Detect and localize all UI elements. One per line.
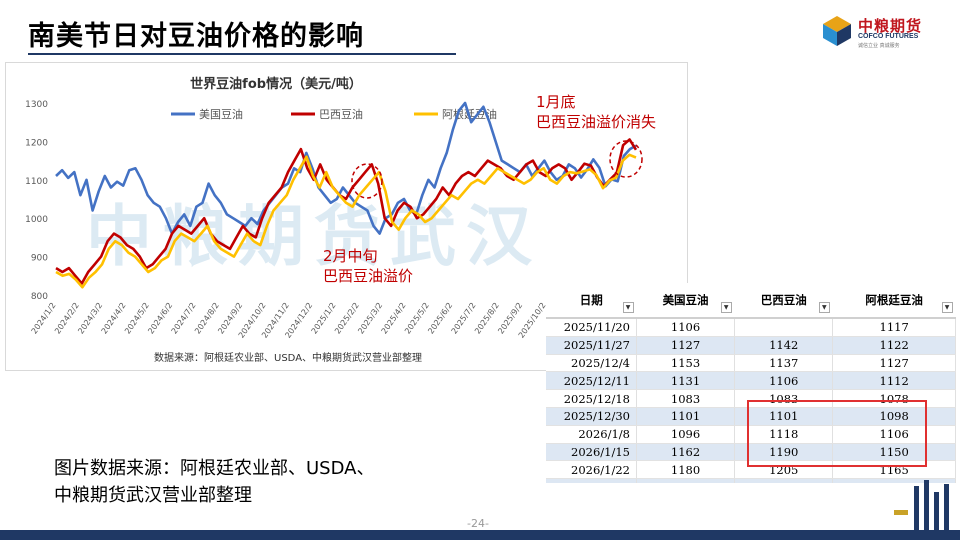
table-cell: 2026/1/15 (546, 443, 637, 462)
table-cell: 1101 (734, 407, 834, 426)
table-cell: 2025/12/4 (546, 354, 637, 373)
table-row: 2025/12/18 1083 1083 1078 (546, 389, 956, 408)
header-us-oil[interactable]: 美国豆油 ▼ (636, 283, 735, 319)
legend-label: 巴西豆油 (319, 107, 363, 121)
filter-dropdown-icon[interactable]: ▼ (622, 302, 634, 313)
chart-source: 数据来源：阿根廷农业部、USDA、中粮期货武汉营业部整理 (154, 351, 422, 364)
table-cell: 1162 (636, 443, 736, 462)
table-cell: 2025/12/11 (546, 371, 637, 391)
cofco-logo-icon (823, 16, 851, 46)
table-cell: 1112 (832, 371, 956, 391)
price-table-container: 日期 ▼ 美国豆油 ▼ 巴西豆油 ▼ 阿根廷豆油 ▼ 2025/11/20 1106 111… (546, 283, 960, 483)
price-table: 日期 ▼ 美国豆油 ▼ 巴西豆油 ▼ 阿根廷豆油 ▼ 2025/11/20 1106 111… (546, 283, 956, 483)
table-cell: 1083 (636, 389, 736, 408)
table-cell: 1158 (832, 478, 956, 483)
annotation-circle-jan (609, 140, 643, 178)
table-cell: 2026/1/8 (546, 425, 637, 444)
annotation-jan-line1: 1月底 (536, 93, 576, 111)
annotation-circle-feb (351, 163, 383, 199)
table-cell: 1127 (832, 354, 956, 373)
annotation-feb-line1: 2月中旬 (323, 247, 378, 265)
table-row: 2026/1/29118911781158 (546, 478, 956, 483)
y-tick-label: 1300 (25, 100, 48, 110)
page-title: 南美节日对豆油价格的影响 (28, 21, 364, 52)
table-cell: 1118 (734, 425, 834, 444)
filter-dropdown-icon[interactable]: ▼ (941, 302, 953, 313)
table-body: 2025/11/20 1106 1117 2025/11/27 1127 1142 1122… (546, 318, 956, 483)
table-header-row: 日期 ▼ 美国豆油 ▼ 巴西豆油 ▼ 阿根廷豆油 ▼ (546, 283, 956, 319)
table-cell: 2026/1/22 (546, 460, 637, 480)
table-cell: 1117 (832, 318, 956, 337)
table-cell: 1131 (636, 371, 736, 391)
table-cell: 2025/12/30 (546, 407, 637, 426)
filter-dropdown-icon[interactable]: ▼ (818, 302, 830, 313)
table-cell: 1096 (636, 425, 736, 444)
chart-title: 世界豆油fob情况（美元/吨） (190, 76, 362, 92)
page-number: -24- (467, 517, 489, 530)
y-tick-label: 800 (31, 292, 48, 302)
table-cell: 1137 (734, 354, 834, 373)
table-cell: 1106 (636, 318, 736, 337)
legend-label: 美国豆油 (199, 107, 243, 121)
table-row: 2025/12/11 1131 1106 1112 (546, 371, 956, 391)
table-cell (734, 318, 834, 337)
logo-tagline: 诚信立业 真诚服务 (858, 43, 900, 49)
table-cell: 1122 (832, 336, 956, 355)
header-argentina-oil[interactable]: 阿根廷豆油 ▼ (832, 283, 956, 319)
table-row: 2025/12/30 1101 1101 1098 (546, 407, 956, 426)
corner-decoration (894, 480, 949, 530)
title-underline (28, 53, 456, 55)
bottom-bar (0, 530, 960, 540)
table-cell: 1083 (734, 389, 834, 408)
table-cell: 1127 (636, 336, 736, 355)
table-cell: 1101 (636, 407, 736, 426)
chart-container: 中粮期货武汉 世界豆油fob情况（美元/吨） 美国豆油 巴西豆油 阿根廷豆油 800 90… (5, 62, 688, 371)
table-row: 2025/11/27 1127 1142 1122 (546, 336, 956, 355)
table-cell: 2025/11/27 (546, 336, 637, 355)
footnote-line1: 图片数据来源：阿根廷农业部、USDA、 (54, 458, 375, 479)
annotation-feb-line2: 巴西豆油溢价 (323, 267, 414, 285)
table-cell: 1178 (734, 478, 834, 483)
table-row: 2026/1/15 1162 1190 1150 (546, 443, 956, 462)
filter-dropdown-icon[interactable]: ▼ (720, 302, 732, 313)
header-brazil-oil[interactable]: 巴西豆油 ▼ (734, 283, 833, 319)
y-tick-label: 1000 (25, 215, 48, 225)
table-row: 2025/11/20 1106 1117 (546, 318, 956, 337)
table-cell: 1180 (636, 460, 736, 480)
footnote: 图片数据来源：阿根廷农业部、USDA、 中粮期货武汉营业部整理 (54, 455, 374, 509)
table-cell: 2026/1/29 (546, 478, 637, 483)
table-cell: 1142 (734, 336, 834, 355)
highlight-box (747, 400, 927, 467)
table-cell: 1190 (734, 443, 834, 462)
footnote-line2: 中粮期货武汉营业部整理 (54, 485, 252, 506)
logo-text-en: COFCO FUTURES (858, 33, 919, 40)
table-cell: 2025/11/20 (546, 318, 637, 337)
table-cell: 2025/12/18 (546, 389, 637, 408)
cofco-logo: 中粮期货 COFCO FUTURES 诚信立业 真诚服务 (820, 14, 940, 50)
soybean-oil-fob-chart: 世界豆油fob情况（美元/吨）美国豆油 巴西豆油 阿根廷豆油800900100011… (25, 76, 643, 364)
series-line-阿根廷豆油 (55, 153, 637, 289)
y-tick-label: 900 (31, 254, 48, 264)
annotation-jan-line2: 巴西豆油溢价消失 (536, 113, 657, 131)
table-cell: 1106 (734, 371, 834, 391)
y-tick-label: 1100 (25, 177, 48, 187)
table-cell: 1153 (636, 354, 736, 373)
series-line-美国豆油 (55, 101, 637, 235)
table-row: 2025/12/4 1153 1137 1127 (546, 354, 956, 373)
logo-text-cn: 中粮期货 (858, 17, 923, 35)
table-cell: 1189 (636, 478, 736, 483)
header-date[interactable]: 日期 ▼ (546, 283, 637, 319)
y-tick-label: 1200 (25, 138, 48, 148)
